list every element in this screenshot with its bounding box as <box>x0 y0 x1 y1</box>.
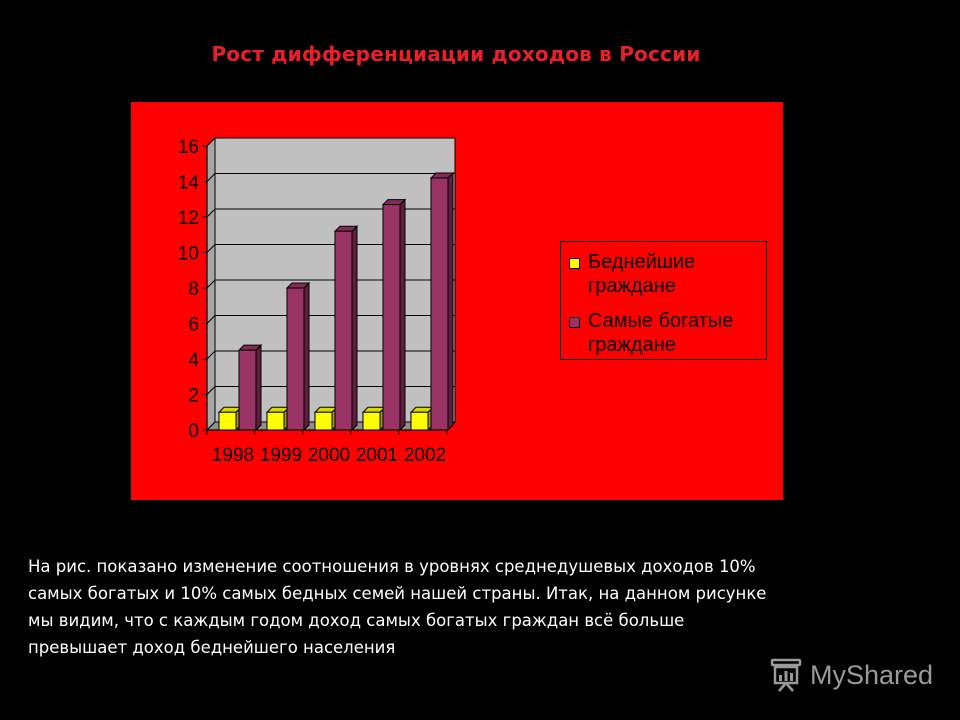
bar-side <box>303 281 310 432</box>
x-tick-label: 2002 <box>404 445 446 466</box>
y-tick-label: 0 <box>188 421 199 442</box>
bar-front <box>410 411 429 431</box>
bar-richest <box>381 198 407 432</box>
legend-swatch-poorest <box>569 258 580 269</box>
y-tick-label: 14 <box>178 173 200 194</box>
bar-side <box>351 224 358 432</box>
y-tick-label: 12 <box>178 208 199 229</box>
bar-poorest <box>361 406 387 432</box>
bar-side <box>447 171 454 432</box>
x-tick-label: 1998 <box>212 445 254 466</box>
bar-front <box>334 230 353 431</box>
watermark-text: MyShared <box>810 659 934 690</box>
y-tick-label: 10 <box>178 244 199 265</box>
bar-richest <box>429 171 455 432</box>
chart-legend: Беднейшие граждане Самые богатые граждан… <box>560 241 767 360</box>
bar-richest <box>285 281 311 432</box>
description-line: мы видим, что с каждым годом доход самых… <box>28 611 685 630</box>
bar-poorest <box>313 406 339 432</box>
gridline <box>206 173 455 182</box>
description-line: На рис. показано изменение соотношения в… <box>28 557 756 576</box>
x-tick-label: 2001 <box>356 445 398 466</box>
gridline <box>206 208 455 218</box>
gridline <box>206 350 455 360</box>
watermark: MyShared <box>768 655 933 695</box>
bar-front <box>238 349 257 431</box>
description-line: превышает доход беднейшего населения <box>28 638 396 657</box>
legend-item-poorest: Беднейшие граждане <box>569 250 778 298</box>
description-line: самых богатых и 10% самых бедных семей н… <box>28 584 767 603</box>
gridline <box>206 137 455 147</box>
x-tick-label: 2000 <box>308 445 350 466</box>
bar-poorest <box>217 406 243 432</box>
gridline <box>206 279 455 289</box>
gridline <box>206 315 455 324</box>
legend-label-poorest: Беднейшие граждане <box>588 251 696 297</box>
legend-item-richest: Самые богатые граждане <box>569 309 778 357</box>
bar-poorest <box>409 406 435 432</box>
bar-richest <box>237 343 263 432</box>
bar-poorest <box>265 406 291 432</box>
y-tick-label: 4 <box>188 350 199 371</box>
gridline <box>206 386 455 395</box>
bar-front <box>362 411 381 431</box>
legend-swatch-richest <box>569 317 580 328</box>
bar-front <box>314 411 333 431</box>
y-tick-label: 16 <box>178 137 199 158</box>
bar-side <box>399 198 406 432</box>
presentation-icon <box>770 658 802 692</box>
bar-front <box>286 287 305 431</box>
bar-side <box>255 343 262 432</box>
y-tick-label: 8 <box>188 279 199 300</box>
y-tick-label: 6 <box>188 315 199 336</box>
chart-panel: 0 2 4 6 8 10 12 14 16 1998 1999 2000 2001 2002 Бедней… <box>131 102 783 500</box>
legend-label-richest: Самые богатые граждане <box>588 310 734 356</box>
bar-chart: 0 2 4 6 8 10 12 14 16 1998 1999 2000 2001 2002 <box>178 136 457 466</box>
bar-front <box>266 411 285 431</box>
bar-front <box>430 177 449 431</box>
x-tick-label: 1999 <box>260 445 302 466</box>
y-tick-label: 2 <box>188 386 199 407</box>
slide-description: На рис. показано изменение соотношения в… <box>28 553 958 661</box>
slide-title: Рост дифференциации доходов в России <box>211 42 701 66</box>
gridline <box>206 244 455 253</box>
bar-front <box>382 204 401 431</box>
bar-richest <box>333 224 359 432</box>
bar-front <box>218 411 237 431</box>
